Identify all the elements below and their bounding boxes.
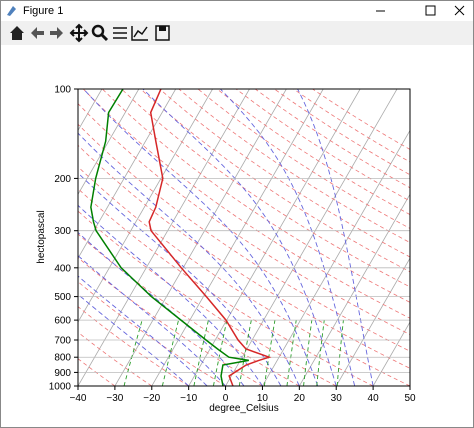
x-axis-label: degree_Celsius	[209, 403, 279, 414]
y-tick-label: 700	[54, 335, 71, 346]
x-tick-label: 40	[368, 393, 380, 404]
mixing-ratio-line	[193, 320, 209, 386]
title-bar: Figure 1	[1, 1, 473, 21]
y-tick-label: 600	[54, 316, 71, 327]
x-tick-label: 50	[404, 393, 416, 404]
y-tick-label: 200	[54, 174, 71, 185]
toolbar-icons	[10, 23, 170, 43]
mixing-ratio-line	[238, 320, 252, 386]
dry-adiabat	[78, 210, 337, 386]
isotherm	[372, 321, 410, 386]
moist-adiabat	[220, 89, 356, 386]
close-button[interactable]	[454, 5, 465, 16]
isotherm	[1, 89, 28, 386]
y-tick-label: 100	[54, 85, 71, 96]
isotherm	[78, 89, 213, 323]
isotherm	[225, 89, 398, 386]
back-button[interactable]	[31, 27, 44, 39]
forward-button[interactable]	[50, 27, 63, 39]
x-tick-label: −10	[180, 393, 197, 404]
edit-button[interactable]	[131, 26, 148, 41]
mixing-ratio-line	[263, 320, 276, 386]
x-tick-label: −40	[70, 393, 87, 404]
moist-adiabat	[142, 89, 337, 386]
moist-adiabat	[78, 293, 189, 386]
isotherm	[114, 89, 287, 386]
y-tick-label: 300	[54, 226, 71, 237]
dry-adiabat	[78, 103, 410, 335]
isotherm	[78, 89, 103, 132]
dry-adiabat	[82, 89, 410, 319]
dry-adiabat	[274, 89, 410, 176]
dry-adiabat	[312, 89, 410, 150]
mixing-ratio-line	[336, 320, 344, 386]
dry-adiabat	[178, 89, 410, 244]
x-tick-label: 0	[223, 393, 229, 404]
moist-adiabat	[78, 132, 300, 386]
y-tick-label: 800	[54, 353, 71, 364]
dry-adiabat	[121, 89, 410, 288]
x-tick-label: 20	[294, 393, 306, 404]
isotherm	[78, 89, 177, 260]
isotherm	[151, 89, 324, 386]
isotherm	[78, 89, 250, 386]
isotherm	[188, 89, 361, 386]
y-tick-label: 400	[54, 263, 71, 274]
isotherm	[335, 257, 410, 386]
dry-adiabat	[78, 358, 116, 386]
isotherm	[409, 385, 410, 386]
dry-adiabat	[78, 257, 263, 386]
isotherm	[298, 193, 410, 386]
dry-adiabat	[78, 306, 189, 386]
chart: degree_Celsius hectopascal 1002003004005…	[1, 85, 416, 415]
toolbar	[1, 21, 473, 45]
dry-adiabat	[78, 123, 410, 352]
x-tick-label: 10	[257, 393, 269, 404]
x-tick-label: −20	[143, 393, 160, 404]
dry-adiabat	[78, 331, 153, 386]
y-tick-label: 500	[54, 292, 71, 303]
pan-button[interactable]	[69, 23, 89, 43]
x-tick-label: 30	[331, 393, 343, 404]
window-title: Figure 1	[23, 5, 64, 17]
x-tick-label: −30	[106, 393, 123, 404]
app-icon	[7, 6, 16, 16]
plot-frame	[77, 88, 411, 387]
dry-adiabat	[78, 188, 374, 386]
y-tick-label: 900	[54, 368, 71, 379]
dry-adiabat	[78, 166, 410, 386]
zoom-button[interactable]	[91, 24, 105, 38]
isotherm	[78, 89, 140, 196]
mixing-ratio-line	[316, 320, 325, 386]
y-axis-label: hectopascal	[36, 210, 47, 263]
dry-adiabat	[216, 89, 410, 216]
y-tick-label: 1000	[49, 382, 72, 393]
profile-line	[90, 89, 249, 386]
moist-adiabat	[78, 255, 226, 386]
title-bar-icons	[7, 5, 465, 16]
subplots-button[interactable]	[113, 27, 127, 39]
dry-adiabat	[78, 233, 300, 386]
moist-adiabat	[78, 172, 282, 386]
maximize-button[interactable]	[425, 5, 436, 16]
profile-line	[148, 89, 272, 386]
home-button[interactable]	[10, 26, 24, 40]
moist-adiabat	[83, 89, 319, 386]
dry-adiabat	[159, 89, 410, 258]
